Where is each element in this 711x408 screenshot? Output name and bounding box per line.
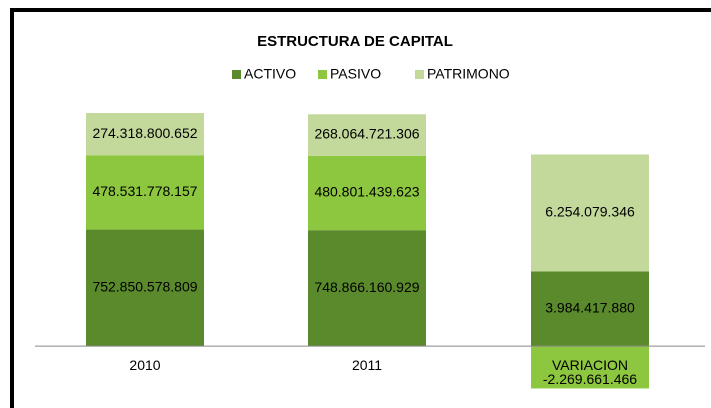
value-label: 3.984.417.880 <box>545 299 635 315</box>
legend-label: PASIVO <box>330 66 381 82</box>
value-label: 6.254.079.346 <box>545 204 635 220</box>
bar-segment <box>308 155 426 231</box>
bar-segment <box>308 230 426 347</box>
legend-swatch <box>415 70 424 79</box>
legend-swatch <box>232 70 241 79</box>
legend-label: PATRIMONO <box>427 66 510 82</box>
legend-swatch <box>318 70 327 79</box>
bar-segment <box>531 154 649 272</box>
bar-segment <box>531 345 649 389</box>
x-tick-label: 2011 <box>352 357 382 373</box>
x-tick-label: VARIACION <box>552 357 628 373</box>
bar-segment <box>308 114 426 156</box>
value-label: -2.269.661.466 <box>543 371 637 387</box>
x-tick-label: 2010 <box>129 357 160 373</box>
value-label: 748.866.160.929 <box>314 279 419 295</box>
chart-title: ESTRUCTURA DE CAPITAL <box>257 33 453 50</box>
value-label: 752.850.578.809 <box>92 279 197 295</box>
value-label: 480.801.439.623 <box>314 184 419 200</box>
value-label: 274.318.800.652 <box>92 125 197 141</box>
legend-label: ACTIVO <box>244 66 296 82</box>
bar-segment <box>86 113 204 156</box>
bar-segment <box>531 271 649 346</box>
bar-segment <box>86 155 204 230</box>
bar-segment <box>86 229 204 347</box>
value-label: 268.064.721.306 <box>314 126 419 142</box>
value-label: 478.531.778.157 <box>92 183 197 199</box>
